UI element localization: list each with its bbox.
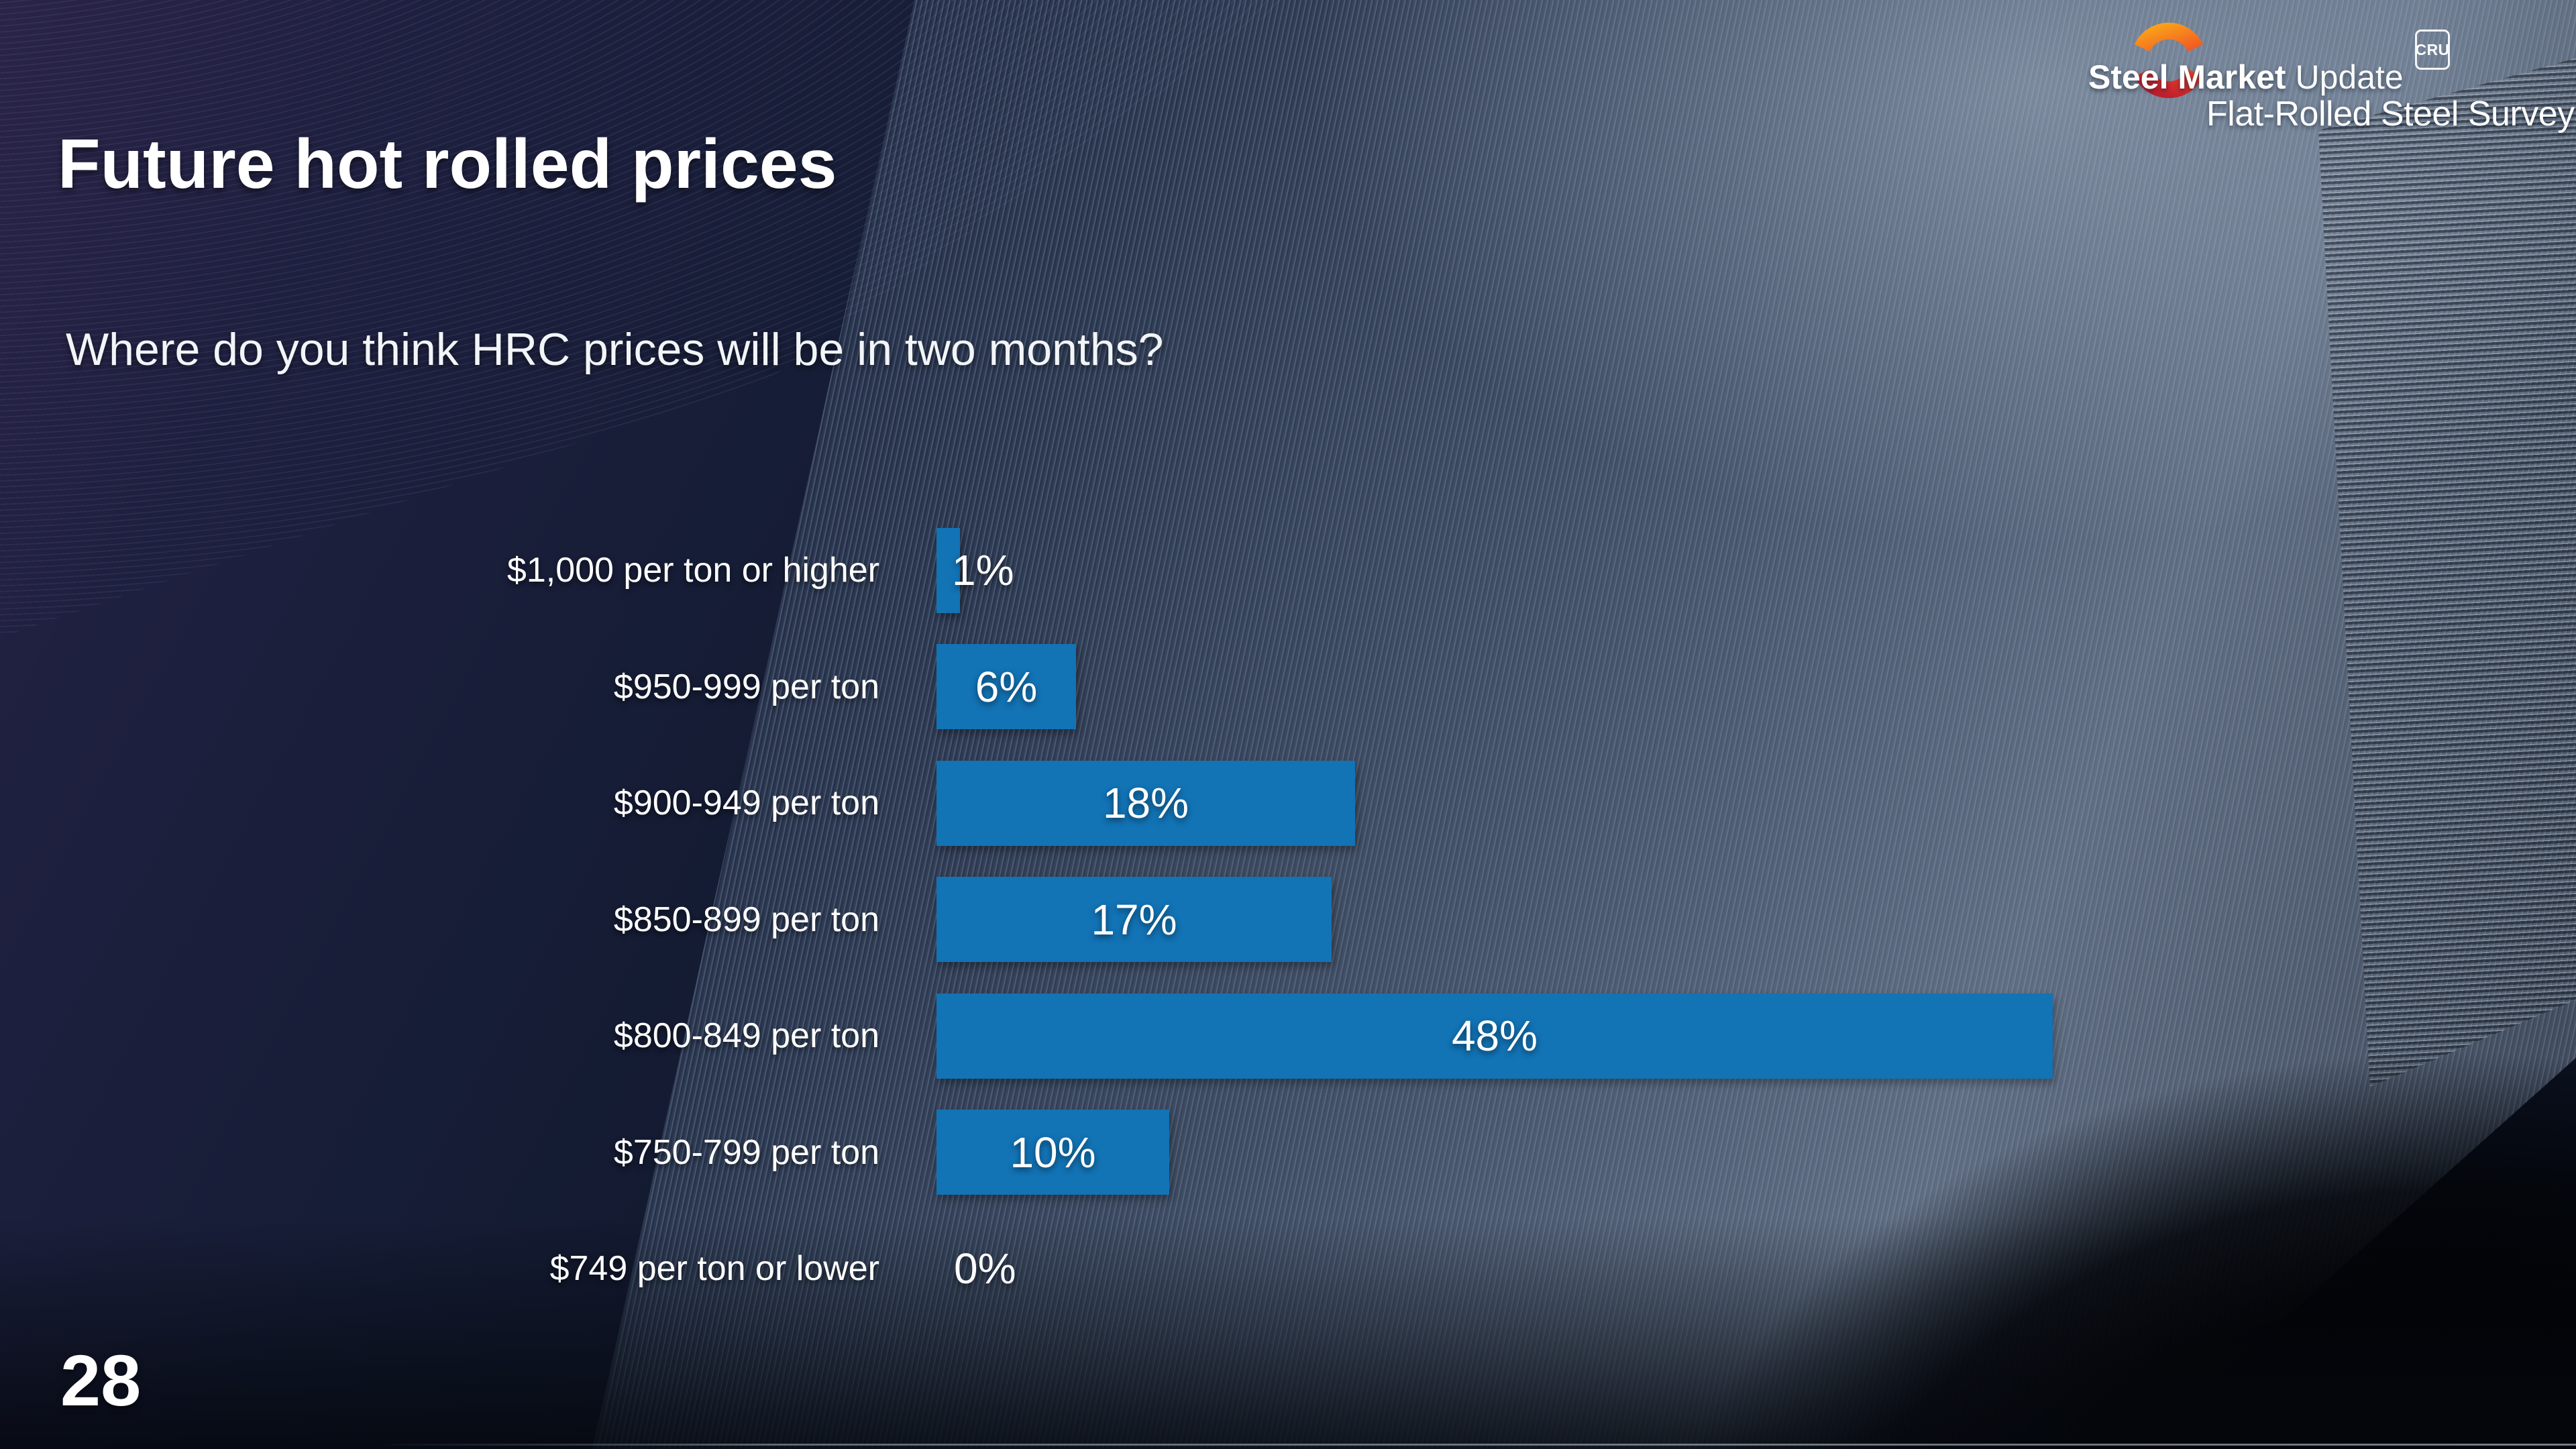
category-label: $950-999 per ton [613,667,879,706]
bar-row: $850-899 per ton 17% [0,877,2576,962]
bar-row: $750-799 per ton 10% [0,1110,2576,1195]
category-label: $750-799 per ton [613,1132,879,1172]
page-number: 28 [60,1340,142,1421]
logo-brand-light: Update [2295,58,2404,96]
bar [936,760,1355,846]
value-label: 17% [1091,895,1177,944]
category-label: $800-849 per ton [613,1016,879,1055]
bar [936,527,960,613]
value-label: 0% [954,1244,1016,1293]
category-label: $749 per ton or lower [549,1249,879,1288]
bar [936,1110,1169,1195]
logo-tagline: Flat-Rolled Steel Survey [2206,95,2575,133]
coil-swoosh-icon [2134,22,2204,99]
value-label: 1% [952,546,1014,594]
logo-brand-text: Steel Market Update [2088,58,2404,97]
value-label: 18% [1102,779,1189,827]
value-label: 6% [975,662,1038,711]
bar-row: $749 per ton or lower 0% [0,1226,2576,1311]
bar [936,644,1076,729]
survey-question: Where do you think HRC prices will be in… [66,324,1164,375]
value-label: 10% [1010,1128,1096,1177]
category-label: $850-899 per ton [613,900,879,939]
category-label: $1,000 per ton or higher [506,551,879,590]
bar-row: $800-849 per ton 48% [0,993,2576,1079]
category-label: $900-949 per ton [613,784,879,822]
bar-row: $950-999 per ton 6% [0,644,2576,729]
bar-row: $900-949 per ton 18% [0,760,2576,846]
value-label: 48% [1451,1012,1538,1060]
bar [936,877,1332,962]
bar-row: $1,000 per ton or higher 1% [0,527,2576,613]
background-bottom-highlight-line [376,1444,2576,1446]
smu-logo: Steel Market Update CRU Flat-Rolled Stee… [2070,16,2575,144]
logo-brand-bold: Steel Market [2088,58,2286,96]
page-title: Future hot rolled prices [58,125,837,203]
bar [936,993,2053,1079]
cru-badge: CRU [2415,30,2450,70]
